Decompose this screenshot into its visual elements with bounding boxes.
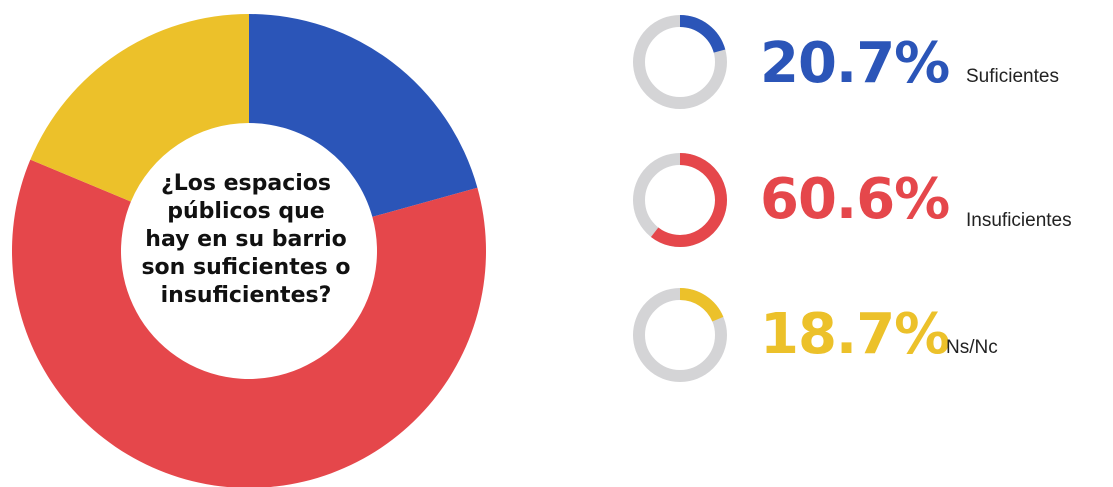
legend-value-suficientes: 20.7% — [760, 31, 950, 96]
legend-ring-nsnc — [633, 288, 727, 382]
legend-label-insuficientes: Insuficientes — [966, 210, 1072, 231]
legend-ring-arc-suficientes — [679, 15, 726, 53]
legend-label-nsnc: Ns/Nc — [946, 337, 998, 358]
donut-slice-insuficientes — [12, 159, 486, 487]
legend-ring-suficientes — [633, 15, 727, 109]
chart-center-question: ¿Los espacios públicos que hay en su bar… — [141, 171, 351, 308]
legend-ring-insuficientes — [633, 153, 727, 247]
legend-ring-arc-insuficientes — [650, 153, 727, 247]
donut-slice-suficientes — [249, 14, 478, 217]
legend-ring-arc-ns-nc — [679, 288, 724, 322]
legend-value-nsnc: 18.7% — [760, 302, 950, 367]
legend-value-insuficientes: 60.6% — [760, 167, 950, 232]
legend-label-suficientes: Suficientes — [966, 66, 1059, 87]
donut-chart — [12, 14, 486, 487]
donut-slice-ns-nc — [30, 14, 249, 202]
